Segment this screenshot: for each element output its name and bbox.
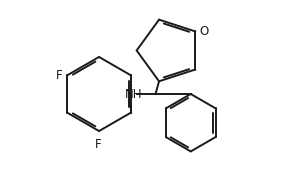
Text: F: F — [95, 138, 101, 151]
Text: F: F — [56, 69, 62, 82]
Text: O: O — [199, 25, 209, 38]
Text: NH: NH — [125, 87, 142, 101]
